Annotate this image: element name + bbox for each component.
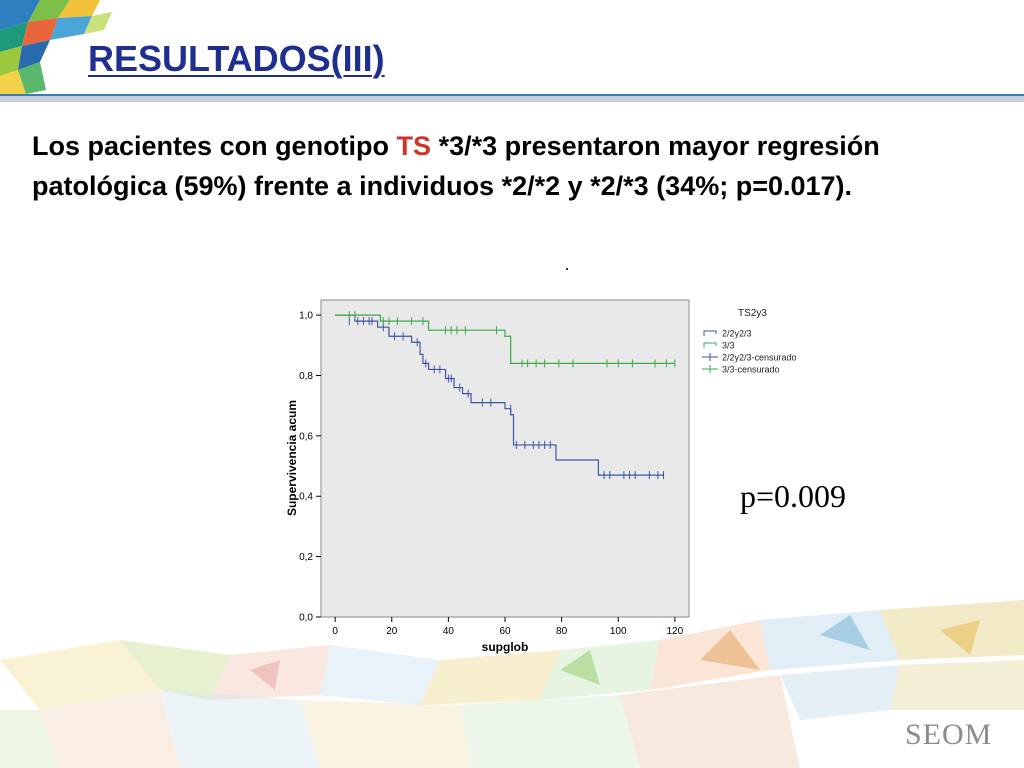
y-tick-label: 0,4 xyxy=(299,492,313,503)
x-tick-label: 60 xyxy=(499,626,511,637)
findings-text-end: *3/*3 presentaron mayor regresión patoló… xyxy=(32,131,880,201)
x-tick-label: 120 xyxy=(667,626,684,637)
legend-title: TS2y3 xyxy=(738,308,767,319)
legend-swatch xyxy=(703,330,717,336)
x-tick-label: 80 xyxy=(556,626,568,637)
kaplan-meier-chart: 0,0 0,2 0,4 0,6 0,8 1,0 0 20 40 60 80 100 120 supgl… xyxy=(285,299,797,654)
x-axis: 0 20 40 60 80 100 120 xyxy=(332,617,684,637)
x-tick-label: 100 xyxy=(610,626,627,637)
plot-area xyxy=(320,299,690,618)
p-value: p=0.009 xyxy=(740,478,847,514)
y-axis-label: Supervivencia acum xyxy=(285,400,299,516)
x-tick-label: 40 xyxy=(443,626,455,637)
y-axis: 0,0 0,2 0,4 0,6 0,8 1,0 xyxy=(299,311,321,624)
series-line-ts3-3 xyxy=(335,314,675,364)
legend-label: 3/3 xyxy=(722,341,735,351)
stray-dot xyxy=(566,268,568,270)
bottom-mosaic-decoration xyxy=(0,600,1024,768)
y-tick-label: 0,2 xyxy=(299,552,313,563)
y-tick-label: 0,8 xyxy=(299,371,313,382)
legend-label: 2/2y2/3-censurado xyxy=(722,353,797,363)
series-layer xyxy=(335,311,676,480)
legend: TS2y3 2/2y2/3 3/3 2/2y2/3-censurado 3/3-cen… xyxy=(702,308,797,375)
y-tick-label: 0,6 xyxy=(299,431,313,442)
legend-label: 2/2y2/3 xyxy=(722,329,752,339)
y-tick-label: 1,0 xyxy=(299,311,313,322)
findings-text-start: Los pacientes con genotipo xyxy=(32,131,397,161)
legend-label: 3/3-censurado xyxy=(722,365,780,375)
series-line-ts2-2y2-3 xyxy=(335,314,664,476)
header-rule xyxy=(0,96,1024,102)
x-tick-label: 0 xyxy=(332,626,338,637)
header-rule-accent xyxy=(0,94,1024,96)
x-axis-label: supglob xyxy=(482,640,529,654)
x-tick-label: 20 xyxy=(386,626,398,637)
findings-text: Los pacientes con genotipo TS *3/*3 pres… xyxy=(32,126,962,206)
y-tick-label: 0,0 xyxy=(299,613,313,624)
slide-title: RESULTADOS(III) xyxy=(88,38,385,79)
ts-highlight: TS xyxy=(396,131,432,161)
seom-logo: SEOM xyxy=(905,718,993,751)
legend-swatch xyxy=(703,342,717,348)
mosaic-logo xyxy=(0,0,112,96)
